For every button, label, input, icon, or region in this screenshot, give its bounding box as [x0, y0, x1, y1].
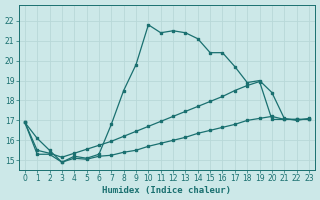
X-axis label: Humidex (Indice chaleur): Humidex (Indice chaleur): [102, 186, 231, 195]
